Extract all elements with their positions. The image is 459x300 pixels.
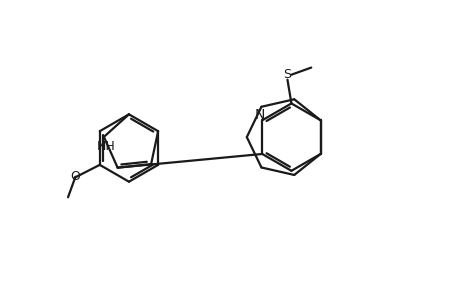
Text: S: S bbox=[283, 68, 291, 81]
Text: NH: NH bbox=[96, 140, 115, 153]
Text: O: O bbox=[70, 170, 80, 183]
Text: N: N bbox=[255, 108, 265, 122]
